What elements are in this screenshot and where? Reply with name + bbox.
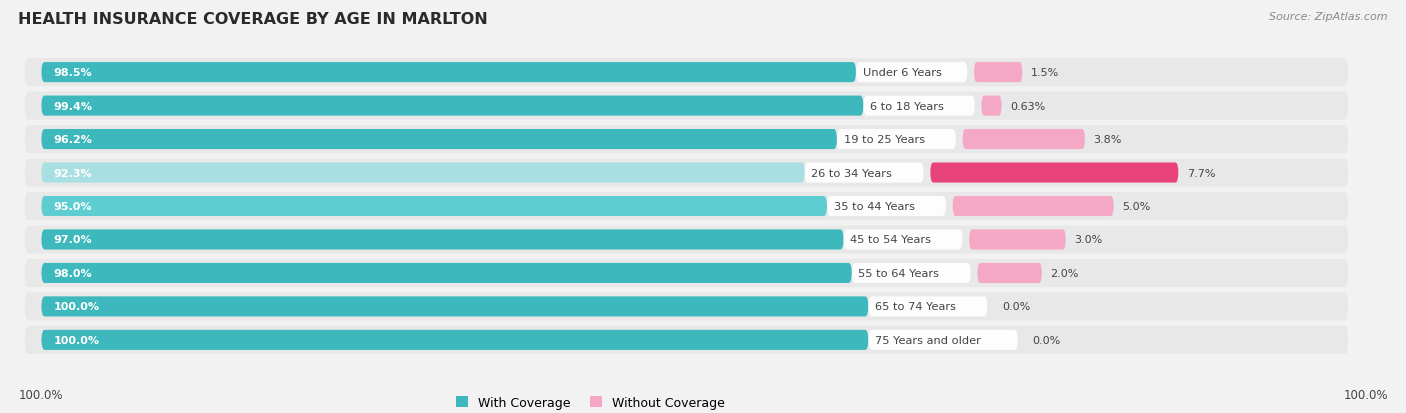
FancyBboxPatch shape	[837, 130, 956, 150]
FancyBboxPatch shape	[981, 96, 1001, 116]
FancyBboxPatch shape	[41, 96, 863, 116]
Text: 45 to 54 Years: 45 to 54 Years	[851, 235, 931, 245]
FancyBboxPatch shape	[41, 297, 869, 317]
FancyBboxPatch shape	[25, 59, 1348, 87]
Text: 3.8%: 3.8%	[1094, 135, 1122, 145]
Text: 26 to 34 Years: 26 to 34 Years	[811, 168, 893, 178]
Text: 1.5%: 1.5%	[1031, 68, 1059, 78]
FancyBboxPatch shape	[977, 263, 1042, 283]
FancyBboxPatch shape	[804, 163, 924, 183]
FancyBboxPatch shape	[844, 230, 963, 250]
FancyBboxPatch shape	[25, 226, 1348, 254]
FancyBboxPatch shape	[41, 130, 837, 150]
Text: 0.63%: 0.63%	[1010, 101, 1045, 112]
FancyBboxPatch shape	[25, 92, 1348, 120]
FancyBboxPatch shape	[953, 197, 1114, 216]
FancyBboxPatch shape	[25, 293, 1348, 321]
Text: 3.0%: 3.0%	[1074, 235, 1102, 245]
Legend: With Coverage, Without Coverage: With Coverage, Without Coverage	[451, 391, 730, 413]
Text: 98.0%: 98.0%	[53, 268, 93, 278]
Text: 65 to 74 Years: 65 to 74 Years	[875, 301, 956, 312]
Text: HEALTH INSURANCE COVERAGE BY AGE IN MARLTON: HEALTH INSURANCE COVERAGE BY AGE IN MARL…	[18, 12, 488, 27]
FancyBboxPatch shape	[852, 263, 970, 283]
FancyBboxPatch shape	[969, 230, 1066, 250]
FancyBboxPatch shape	[41, 197, 827, 216]
Text: 35 to 44 Years: 35 to 44 Years	[834, 202, 915, 211]
FancyBboxPatch shape	[41, 230, 844, 250]
FancyBboxPatch shape	[863, 96, 974, 116]
FancyBboxPatch shape	[974, 63, 1022, 83]
Text: 95.0%: 95.0%	[53, 202, 93, 211]
Text: 97.0%: 97.0%	[53, 235, 93, 245]
Text: 100.0%: 100.0%	[18, 388, 63, 401]
FancyBboxPatch shape	[41, 63, 856, 83]
Text: 96.2%: 96.2%	[53, 135, 93, 145]
Text: 7.7%: 7.7%	[1187, 168, 1215, 178]
FancyBboxPatch shape	[25, 192, 1348, 221]
FancyBboxPatch shape	[869, 297, 987, 317]
Text: 55 to 64 Years: 55 to 64 Years	[859, 268, 939, 278]
FancyBboxPatch shape	[25, 159, 1348, 187]
Text: 5.0%: 5.0%	[1122, 202, 1150, 211]
Text: 0.0%: 0.0%	[1002, 301, 1031, 312]
FancyBboxPatch shape	[41, 263, 852, 283]
FancyBboxPatch shape	[25, 326, 1348, 354]
Text: 0.0%: 0.0%	[1032, 335, 1062, 345]
FancyBboxPatch shape	[41, 330, 869, 350]
Text: 19 to 25 Years: 19 to 25 Years	[844, 135, 925, 145]
Text: 100.0%: 100.0%	[53, 335, 100, 345]
FancyBboxPatch shape	[869, 330, 1018, 350]
Text: 2.0%: 2.0%	[1050, 268, 1078, 278]
FancyBboxPatch shape	[41, 163, 804, 183]
Text: 100.0%: 100.0%	[1343, 388, 1388, 401]
FancyBboxPatch shape	[931, 163, 1178, 183]
Text: 6 to 18 Years: 6 to 18 Years	[870, 101, 943, 112]
FancyBboxPatch shape	[25, 126, 1348, 154]
Text: 99.4%: 99.4%	[53, 101, 93, 112]
Text: 100.0%: 100.0%	[53, 301, 100, 312]
Text: 98.5%: 98.5%	[53, 68, 93, 78]
Text: 75 Years and older: 75 Years and older	[875, 335, 981, 345]
FancyBboxPatch shape	[25, 259, 1348, 287]
FancyBboxPatch shape	[827, 197, 946, 216]
FancyBboxPatch shape	[856, 63, 967, 83]
Text: 92.3%: 92.3%	[53, 168, 93, 178]
FancyBboxPatch shape	[963, 130, 1085, 150]
Text: Source: ZipAtlas.com: Source: ZipAtlas.com	[1270, 12, 1388, 22]
Text: Under 6 Years: Under 6 Years	[863, 68, 942, 78]
